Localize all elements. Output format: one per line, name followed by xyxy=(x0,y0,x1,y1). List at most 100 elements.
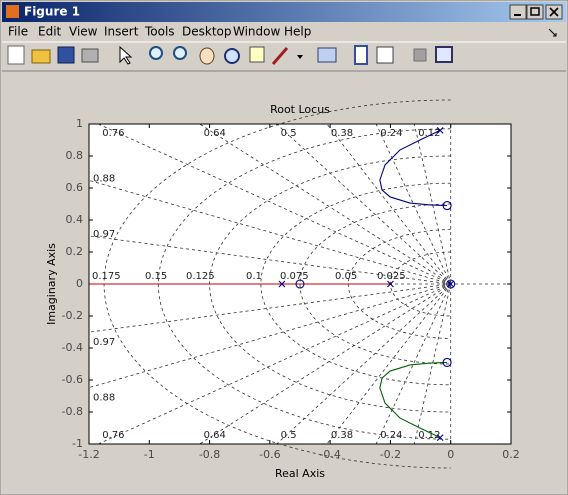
damping-label: 0.38 xyxy=(331,430,353,441)
frequency-label: 0.15 xyxy=(145,271,167,282)
damping-label: 0.24 xyxy=(380,128,402,139)
chart-title: Root Locus xyxy=(270,103,330,116)
tool-rotate[interactable] xyxy=(224,48,240,64)
damping-ray xyxy=(88,283,451,389)
menu-item[interactable]: Window xyxy=(233,25,281,39)
x-tick-label: -0.8 xyxy=(199,448,220,461)
zero xyxy=(295,279,305,289)
x-axis-label: Real Axis xyxy=(275,467,325,480)
zero xyxy=(442,357,452,367)
damping-label: 0.76 xyxy=(102,430,124,441)
damping-ray xyxy=(326,123,452,285)
damping-ray xyxy=(88,235,451,285)
frequency-label: 0.05 xyxy=(335,271,357,282)
y-tick-label: 0 xyxy=(76,277,83,290)
frequency-label: 0.025 xyxy=(377,271,406,282)
menu-item[interactable]: Desktop xyxy=(182,25,232,39)
damping-label: 0.64 xyxy=(204,128,226,139)
tool-zoom-out[interactable] xyxy=(173,46,187,60)
locus-branch xyxy=(379,129,448,207)
tool-brush-menu[interactable] xyxy=(297,55,303,59)
menu-item[interactable]: Help xyxy=(284,25,311,39)
damping-ray xyxy=(199,283,451,445)
menu-item[interactable]: Insert xyxy=(104,25,139,39)
menu-item[interactable]: View xyxy=(69,25,98,39)
x-tick-label: -0.2 xyxy=(380,448,401,461)
x-tick-label: -0.4 xyxy=(319,448,340,461)
menu-item[interactable]: Tools xyxy=(144,25,175,39)
damping-label: 0.12 xyxy=(418,128,440,139)
menu-bar: File Edit View Insert Tools Desktop Window Help xyxy=(8,25,311,39)
axes-box xyxy=(88,123,512,445)
tool-zoom-in[interactable] xyxy=(149,46,163,60)
damping-ray xyxy=(98,123,451,285)
x-tick-label: -1.2 xyxy=(78,448,99,461)
damping-label: 0.38 xyxy=(331,128,353,139)
damping-ray xyxy=(88,283,451,333)
menu-item[interactable]: File xyxy=(8,25,28,39)
damping-label: 0.88 xyxy=(93,393,115,404)
plot: 0.76 0.76 0.64 0.64 0.5 0.5 0.38 0.38 0.24 0.24 0.… xyxy=(62,99,520,469)
pole xyxy=(436,127,444,134)
x-tick-label: 0 xyxy=(447,448,454,461)
toolbar xyxy=(7,45,453,65)
x-tick-label: 0.2 xyxy=(502,448,520,461)
window-buttons xyxy=(509,4,563,20)
x-tick-label: -1 xyxy=(144,448,155,461)
y-tick-label: 1 xyxy=(76,117,83,130)
locus-branch xyxy=(379,361,448,439)
tool-open[interactable] xyxy=(31,49,51,64)
y-tick-label: -0.8 xyxy=(62,405,83,418)
close-glyph xyxy=(549,7,559,17)
pole xyxy=(447,280,455,288)
zero xyxy=(442,201,452,211)
maximize-button[interactable] xyxy=(526,4,544,20)
damping-label: 0.24 xyxy=(380,430,402,441)
tool-hide[interactable] xyxy=(413,48,427,62)
frequency-label: 0.1 xyxy=(246,271,262,282)
damping-label: 0.12 xyxy=(418,430,440,441)
frequency-label: 0.125 xyxy=(186,271,215,282)
tool-pan[interactable] xyxy=(199,47,215,65)
y-tick-label: 0.4 xyxy=(66,213,84,226)
tool-colorbar[interactable] xyxy=(354,45,368,65)
damping-label: 0.5 xyxy=(281,128,297,139)
maximize-glyph xyxy=(530,7,540,16)
tool-show[interactable] xyxy=(435,46,453,63)
pole xyxy=(278,280,286,288)
dock-arrow[interactable] xyxy=(548,28,557,37)
damping-label: 0.88 xyxy=(93,173,115,184)
minimize-button[interactable] xyxy=(509,4,527,20)
y-axis-label: Imaginary Axis xyxy=(45,243,58,325)
tool-datacursor[interactable] xyxy=(249,46,265,63)
y-tick-label: -0.2 xyxy=(62,309,83,322)
tool-brush[interactable] xyxy=(271,47,289,65)
tool-pointer[interactable] xyxy=(119,45,133,65)
y-tick-label: 0.2 xyxy=(66,245,84,258)
zero xyxy=(446,279,456,289)
tool-new[interactable] xyxy=(7,45,25,65)
y-tick-label: -1 xyxy=(72,437,83,450)
frequency-circle xyxy=(158,128,451,440)
window-title: Figure 1 xyxy=(24,5,80,19)
damping-ray xyxy=(199,123,451,285)
tool-save[interactable] xyxy=(57,46,75,64)
frequency-label: 0.075 xyxy=(280,271,309,282)
tool-legend[interactable] xyxy=(376,46,394,64)
tool-link[interactable] xyxy=(317,47,337,63)
x-tick-label: -0.6 xyxy=(259,448,280,461)
damping-label: 0.64 xyxy=(204,430,226,441)
menu-item[interactable]: Edit xyxy=(38,25,62,39)
y-tick-label: -0.4 xyxy=(62,341,83,354)
damping-ray xyxy=(88,179,451,285)
damping-label: 0.76 xyxy=(102,128,124,139)
pole xyxy=(387,280,394,288)
damping-label: 0.97 xyxy=(93,337,115,348)
pole xyxy=(436,434,444,441)
y-tick-label: -0.6 xyxy=(62,373,83,386)
frequency-circle xyxy=(347,229,451,339)
y-tick-label: 0.8 xyxy=(66,149,84,162)
tool-print[interactable] xyxy=(81,48,99,63)
